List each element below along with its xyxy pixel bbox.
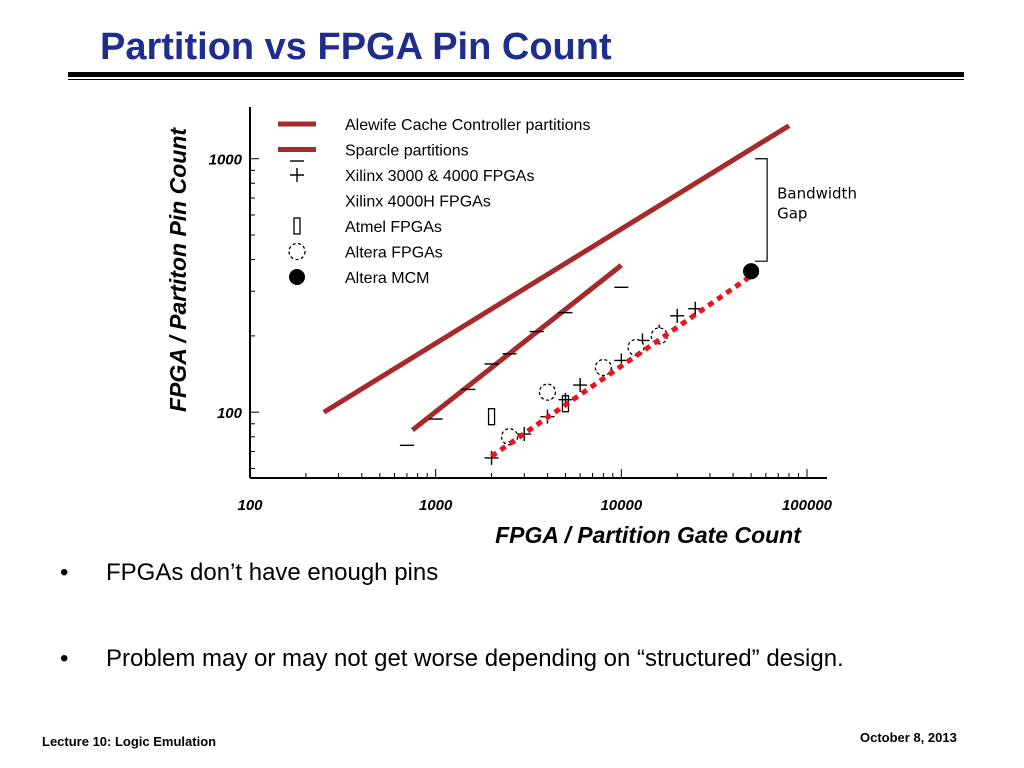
legend-label-4: Atmel FPGAs	[345, 219, 442, 236]
footer-lecture: Lecture 10: Logic Emulation	[42, 734, 217, 749]
footer-date: October 8, 2013	[860, 730, 957, 745]
legend-label-5: Altera FPGAs	[345, 245, 443, 262]
bullet-list: • FPGAs don’t have enough pins • Problem m…	[58, 556, 844, 728]
legend-label-1: Sparcle partitions	[345, 143, 469, 160]
pin-count-chart: 100 1000 10000 100000 100 1000 FPGA / Partitio…	[165, 107, 857, 548]
slide-title: Partition vs FPGA Pin Count	[100, 26, 612, 68]
series-line-1	[410, 263, 623, 433]
y-tick-label: 100	[217, 405, 243, 422]
x-tick-label: 1000	[419, 497, 453, 514]
gap-annotation: Bandwidth	[777, 185, 857, 203]
x-tick-label: 10000	[600, 497, 642, 514]
bullet-text: FPGAs don’t have enough pins	[106, 559, 439, 586]
legend-swatch-2	[290, 168, 304, 182]
x-tick-label: 100000	[782, 497, 833, 514]
data-point-2	[573, 378, 588, 393]
legend-swatch-5	[288, 242, 306, 261]
y-tick-label: 1000	[209, 152, 243, 169]
legend-label-0: Alewife Cache Controller partitions	[345, 117, 590, 134]
legend-swatch-4	[293, 217, 301, 235]
data-point-2	[670, 308, 685, 323]
legend-label-6: Altera MCM	[345, 270, 429, 287]
data-point-4	[487, 408, 496, 426]
trend-line	[490, 273, 753, 459]
legend-swatch-6	[289, 269, 305, 285]
bullet-text: Problem may or may not get worse dependi…	[106, 645, 844, 672]
title-rule-thin	[68, 79, 964, 80]
bullet-dot: •	[60, 559, 69, 586]
gap-bracket	[755, 158, 768, 262]
legend-label-3: Xilinx 4000H FPGAs	[345, 194, 491, 211]
data-point-5	[538, 383, 557, 401]
y-axis-title: FPGA / Partiton Pin Count	[165, 127, 191, 412]
bullet-dot: •	[60, 645, 69, 672]
gap-annotation: Gap	[777, 205, 807, 223]
x-tick-label: 100	[237, 497, 263, 514]
bullet-item: • Problem may or may not get worse depend…	[58, 642, 844, 676]
title-rule	[68, 72, 964, 77]
series-line-0	[322, 123, 791, 415]
bullet-item: • FPGAs don’t have enough pins	[58, 556, 844, 590]
x-axis-title: FPGA / Partition Gate Count	[495, 522, 802, 548]
data-point-top	[743, 263, 760, 280]
legend-label-2: Xilinx 3000 & 4000 FPGAs	[345, 168, 534, 185]
